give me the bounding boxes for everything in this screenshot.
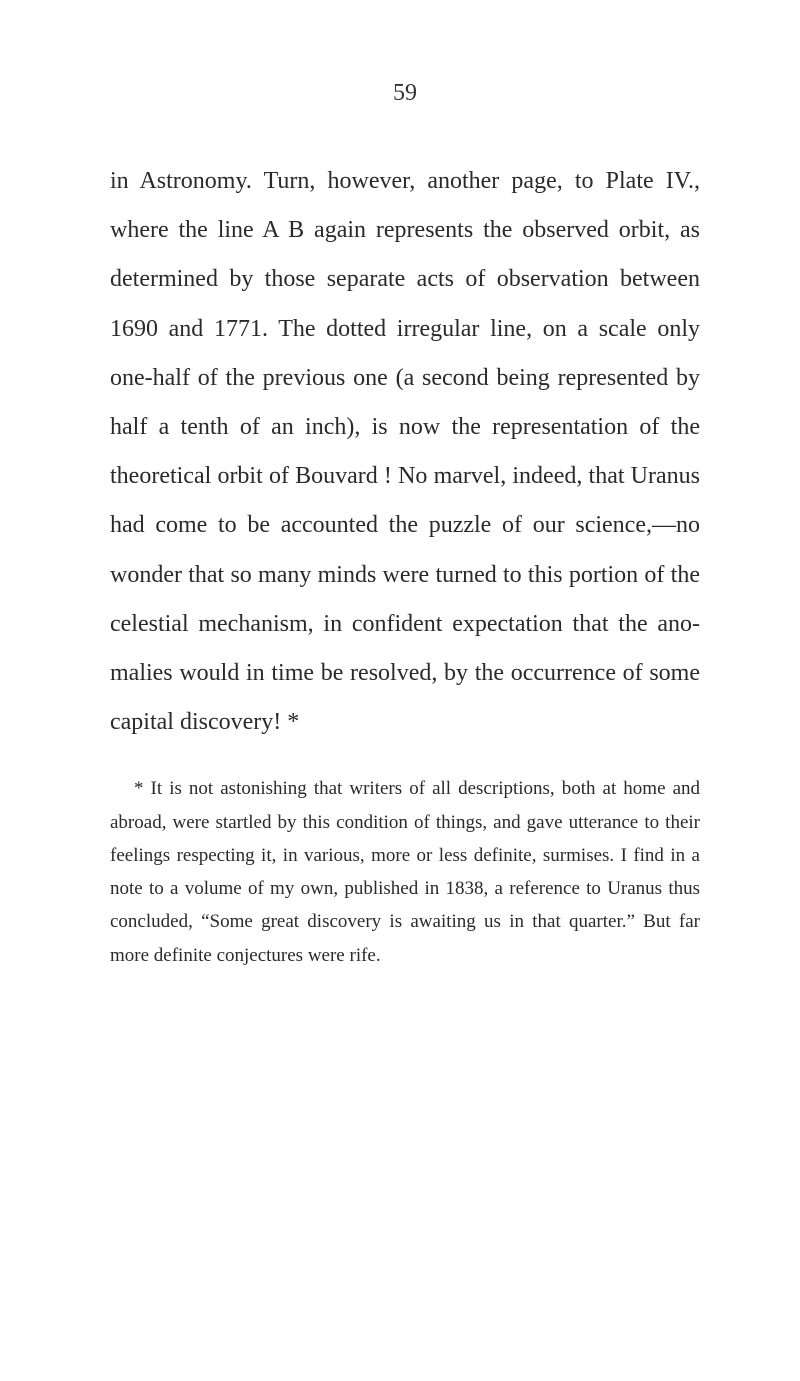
page-number: 59 (110, 80, 700, 107)
footnote-text: * It is not astonishing that writers of … (110, 772, 700, 972)
body-paragraph: in Astronomy. Turn, however, another pag… (110, 157, 700, 747)
page-container: 59 in Astronomy. Turn, however, another … (0, 0, 800, 1032)
